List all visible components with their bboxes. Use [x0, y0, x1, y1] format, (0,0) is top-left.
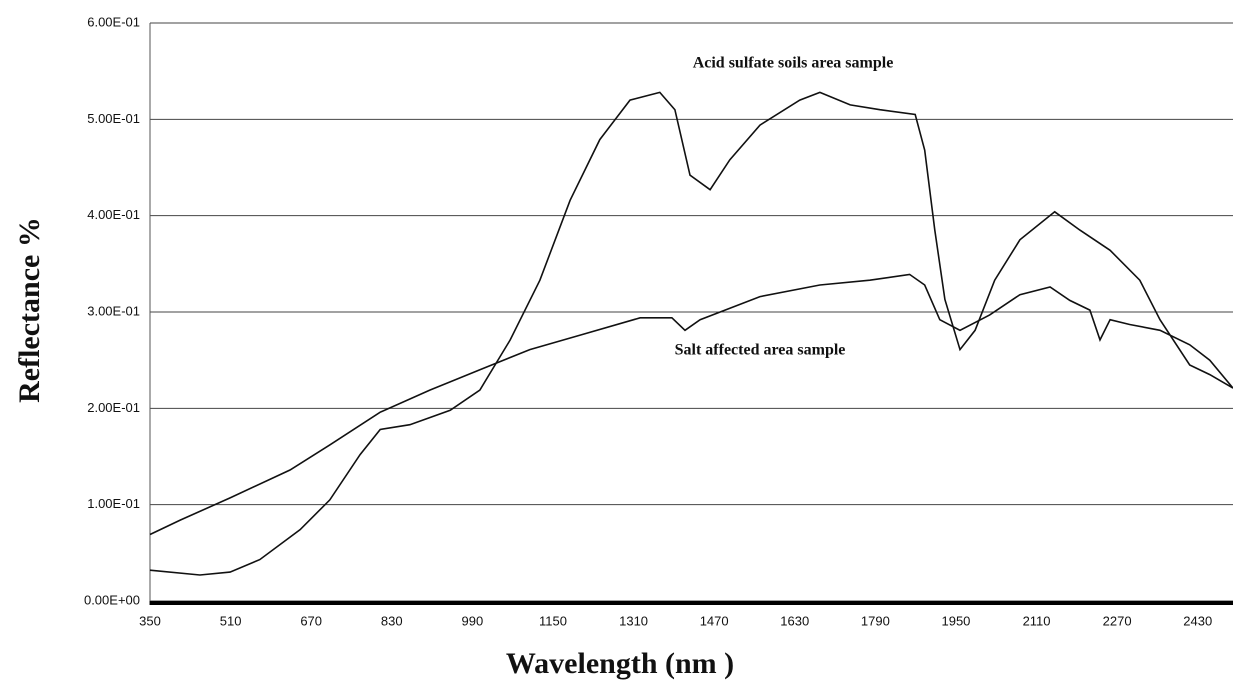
x-tick-label: 2270 — [1103, 613, 1132, 628]
y-tick-label: 3.00E-01 — [87, 303, 140, 318]
x-tick-label: 830 — [381, 613, 403, 628]
series-line — [149, 91, 1233, 576]
y-tick-label: 4.00E-01 — [87, 207, 140, 222]
series-line — [149, 273, 1233, 536]
x-tick-label: 1630 — [780, 613, 809, 628]
y-tick-label: 6.00E-01 — [87, 14, 140, 29]
x-tick-label: 1470 — [700, 613, 729, 628]
x-tick-label: 2110 — [1023, 613, 1051, 628]
series-label: Salt affected area sample — [675, 342, 846, 359]
y-tick-label: 2.00E-01 — [87, 400, 140, 415]
x-tick-label: 990 — [462, 613, 484, 628]
x-tick-label: 510 — [220, 613, 242, 628]
x-tick-label: 1790 — [861, 613, 890, 628]
x-axis-label: Wavelength (nm ) — [506, 647, 734, 680]
x-tick-label: 1950 — [941, 613, 970, 628]
y-tick-label: 0.00E+00 — [84, 592, 140, 607]
x-tick-label: 1150 — [539, 613, 567, 628]
x-tick-label: 1310 — [619, 613, 648, 628]
series-label: Acid sulfate soils area sample — [693, 55, 894, 72]
y-axis-label: Reflectance % — [13, 217, 46, 403]
x-tick-label: 670 — [300, 613, 322, 628]
y-tick-label: 1.00E-01 — [87, 496, 140, 511]
x-tick-label: 2430 — [1183, 613, 1212, 628]
y-tick-label: 5.00E-01 — [87, 111, 140, 126]
x-tick-label: 350 — [139, 613, 161, 628]
